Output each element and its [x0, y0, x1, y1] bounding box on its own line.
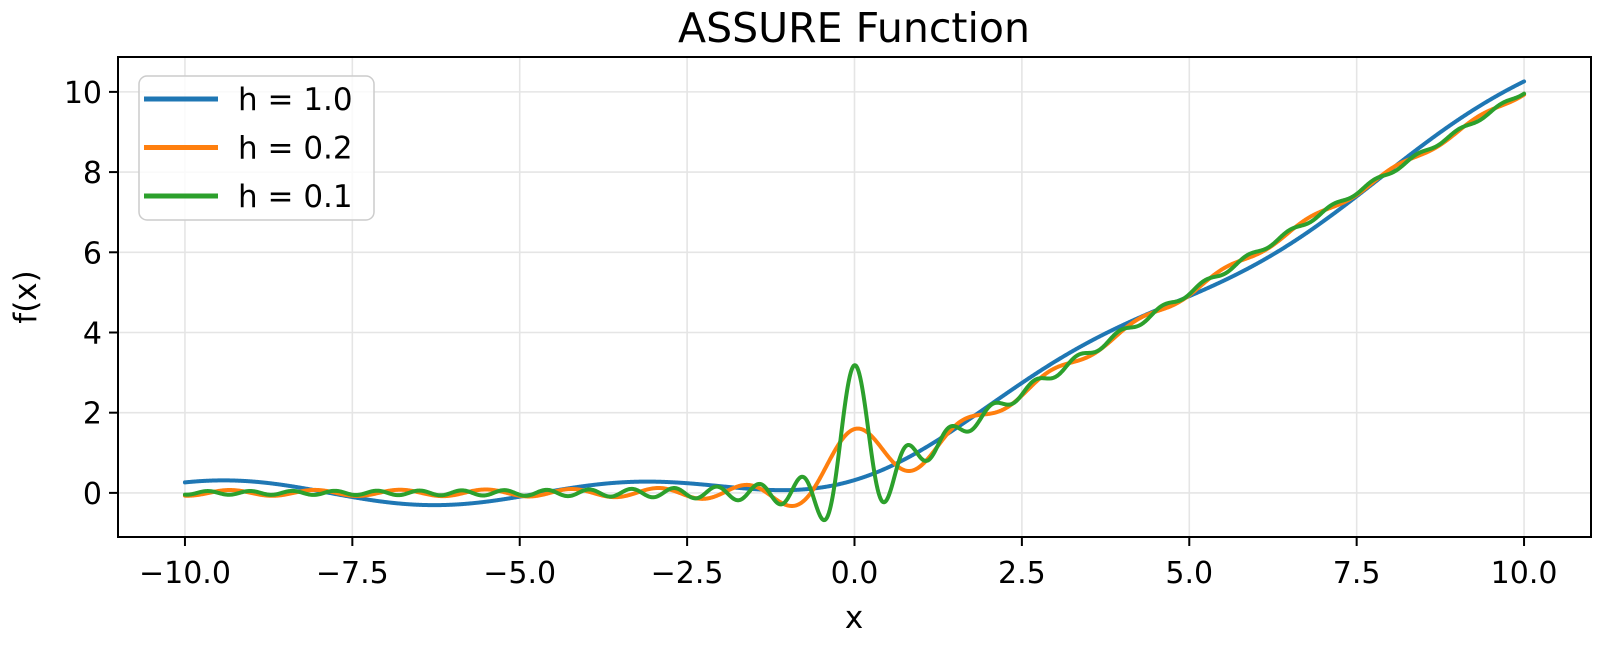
x-tick-label: 2.5: [998, 556, 1046, 591]
legend-label: h = 0.2: [238, 131, 353, 167]
x-tick-label: 0.0: [831, 556, 879, 591]
x-tick-label: −5.0: [483, 556, 556, 591]
y-tick-label: 6: [83, 236, 102, 271]
legend-label: h = 1.0: [238, 82, 353, 118]
legend: h = 1.0 h = 0.2 h = 0.1: [138, 75, 375, 221]
x-tick-label: −2.5: [651, 556, 724, 591]
curve-h=0.1: [182, 91, 1527, 523]
y-tick-labels: 0 2 4 6 8 10: [64, 76, 102, 512]
y-tick-label: 2: [83, 397, 102, 432]
x-tick-label: 5.0: [1165, 556, 1213, 591]
x-tick-label: −7.5: [316, 556, 389, 591]
legend-box: [138, 75, 375, 221]
curve-h=0.2: [182, 92, 1527, 508]
chart-title: ASSURE Function: [678, 4, 1030, 52]
x-axis-label: x: [845, 600, 863, 636]
x-tick-labels: −10.0 −7.5 −5.0 −2.5 0.0 2.5 5.0 7.5 10.0: [139, 556, 1557, 591]
curves: [182, 79, 1527, 523]
tick-marks: [109, 90, 1526, 546]
y-tick-label: 4: [83, 316, 102, 351]
y-tick-label: 10: [64, 76, 102, 111]
x-tick-label: 10.0: [1491, 556, 1558, 591]
y-tick-label: 0: [83, 477, 102, 512]
x-tick-label: 7.5: [1333, 556, 1381, 591]
legend-label: h = 0.1: [238, 179, 353, 215]
y-axis-label: f(x): [8, 270, 44, 323]
x-tick-label: −10.0: [139, 556, 231, 591]
curve-h=1.0: [182, 79, 1527, 508]
y-tick-label: 8: [83, 156, 102, 191]
